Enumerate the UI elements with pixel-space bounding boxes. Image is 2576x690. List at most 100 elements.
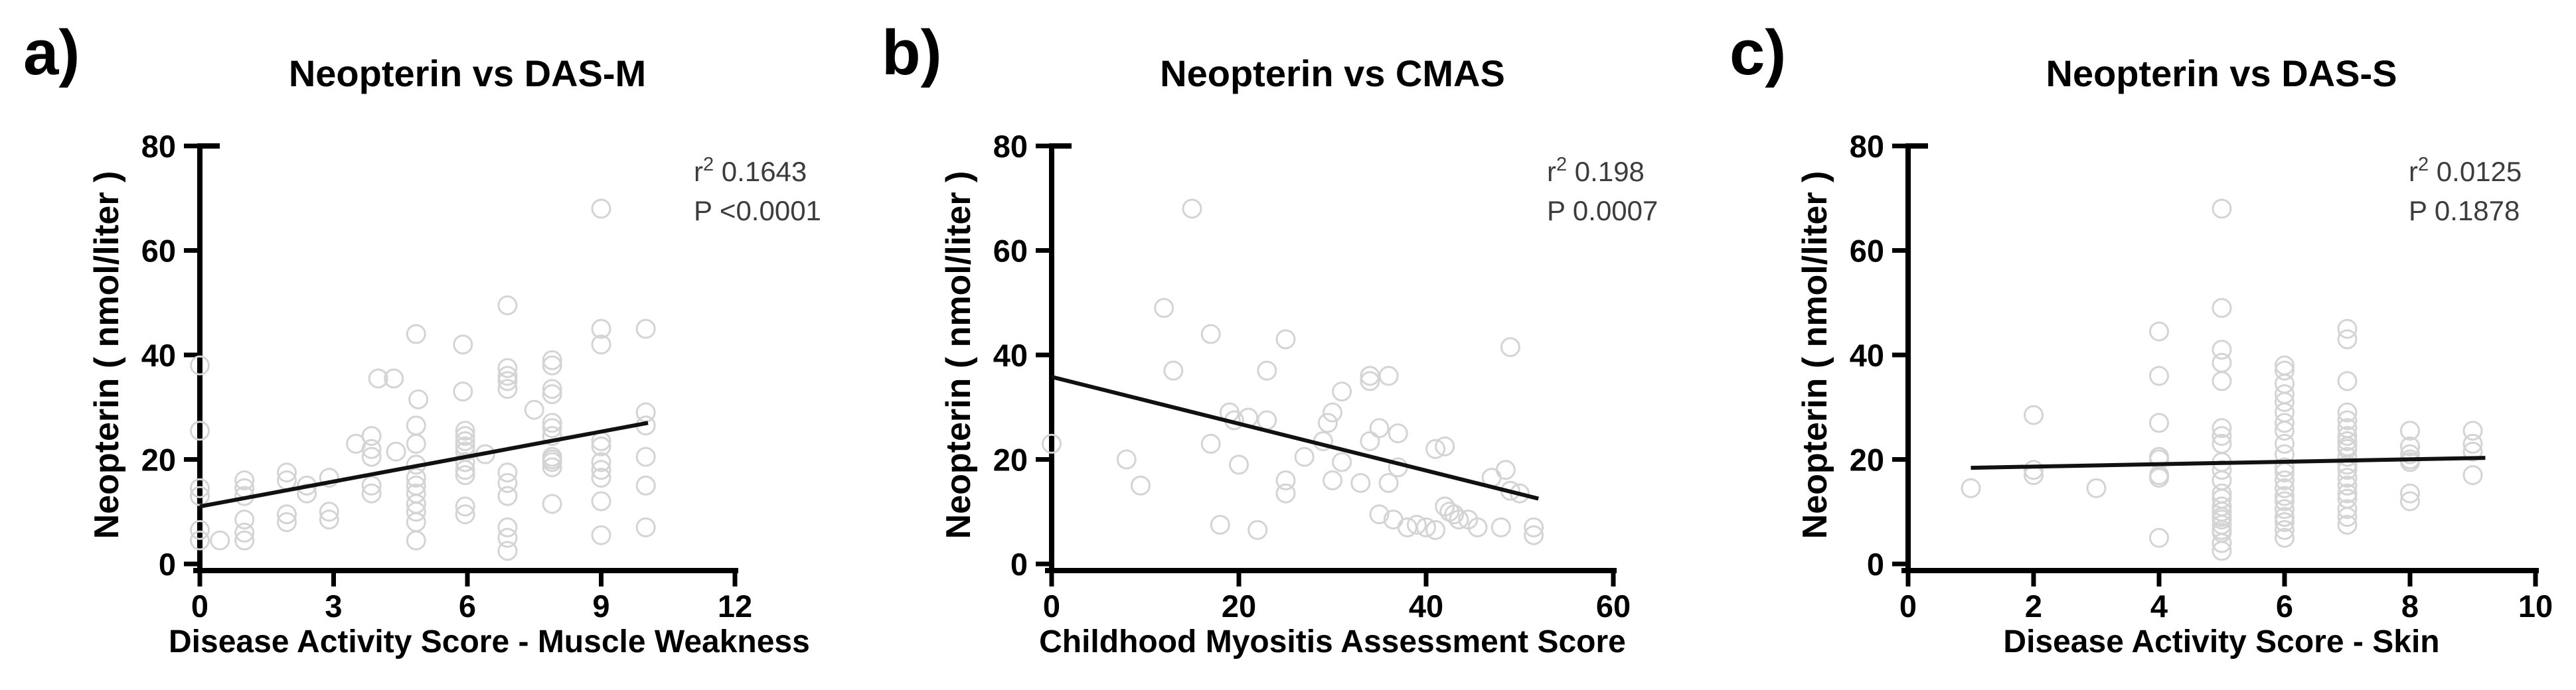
scatter-point bbox=[1360, 371, 1380, 391]
y-tick-label: 40 bbox=[1850, 338, 1884, 373]
scatter-point bbox=[455, 426, 475, 447]
scatter-point bbox=[591, 525, 611, 545]
y-tick-label: 80 bbox=[141, 129, 176, 164]
scatter-point bbox=[497, 358, 518, 378]
scatter-point bbox=[2400, 483, 2420, 504]
scatter-point bbox=[2275, 402, 2294, 423]
y-tick-label: 0 bbox=[1867, 547, 1884, 582]
r-squared-value: 0.198 bbox=[1567, 156, 1645, 187]
scatter-point bbox=[1229, 454, 1249, 475]
scatter-point bbox=[1524, 525, 1544, 545]
panel-a-letter: a) bbox=[23, 17, 80, 88]
scatter-point bbox=[190, 478, 210, 498]
scatter-point bbox=[1467, 517, 1488, 537]
scatter-point bbox=[1490, 517, 1511, 537]
scatter-point bbox=[234, 510, 255, 530]
scatter-point bbox=[2212, 298, 2232, 318]
scatter-point bbox=[1323, 470, 1342, 490]
scatter-point bbox=[1332, 381, 1352, 402]
scatter-point bbox=[2337, 499, 2358, 519]
scatter-point bbox=[2400, 444, 2420, 464]
y-tick-label: 60 bbox=[1850, 234, 1884, 269]
y-tick-label: 60 bbox=[993, 234, 1028, 269]
scatter-point bbox=[2212, 352, 2232, 373]
scatter-point bbox=[455, 431, 475, 451]
scatter-point bbox=[1257, 360, 1277, 381]
scatter-point bbox=[591, 491, 611, 512]
scatter-point bbox=[497, 379, 518, 399]
scatter-point bbox=[2024, 405, 2044, 425]
scatter-point bbox=[635, 475, 656, 496]
scatter-point bbox=[2275, 433, 2294, 454]
scatter-point bbox=[2212, 533, 2232, 553]
scatter-point bbox=[2275, 499, 2294, 519]
scatter-point bbox=[319, 510, 339, 530]
scatter-point bbox=[190, 421, 210, 441]
scatter-point bbox=[1378, 366, 1399, 386]
scatter-point bbox=[542, 350, 562, 370]
scatter-point bbox=[2337, 402, 2358, 423]
scatter-point bbox=[497, 371, 518, 391]
scatter-point bbox=[406, 468, 426, 488]
scatter-point bbox=[2149, 468, 2169, 488]
scatter-point bbox=[2337, 318, 2358, 339]
scatter-point bbox=[2275, 527, 2294, 548]
scatter-point bbox=[368, 368, 388, 389]
scatter-point bbox=[455, 496, 475, 517]
panel-b-letter: b) bbox=[882, 17, 942, 88]
scatter-point bbox=[2275, 519, 2294, 540]
panel-b-plot: 0 20 40 60 80 0 20 40 60 bbox=[993, 129, 1631, 624]
scatter-point bbox=[276, 462, 297, 483]
x-tick-label: 60 bbox=[1596, 588, 1631, 624]
scatter-point bbox=[2149, 321, 2169, 342]
scatter-point bbox=[1495, 460, 1516, 480]
p-value: P 0.1878 bbox=[2409, 195, 2520, 226]
scatter-point bbox=[2337, 439, 2358, 459]
scatter-point bbox=[542, 379, 562, 399]
x-tick-label: 4 bbox=[2150, 588, 2168, 624]
r-squared-value: 0.0125 bbox=[2429, 156, 2522, 187]
y-tick-label: 0 bbox=[159, 547, 176, 582]
scatter-point bbox=[2400, 452, 2420, 472]
x-tick-label: 0 bbox=[1899, 588, 1917, 624]
panel-c-stats: r2 0.0125 P 0.1878 bbox=[2409, 154, 2522, 229]
scatter-point bbox=[455, 452, 475, 472]
scatter-point bbox=[1317, 413, 1338, 433]
scatter-point bbox=[497, 462, 518, 483]
panel-c-x-axis-label: Disease Activity Score - Skin bbox=[2003, 624, 2440, 659]
scatter-point bbox=[406, 512, 426, 532]
scatter-point bbox=[190, 355, 210, 376]
scatter-point bbox=[386, 441, 406, 462]
scatter-point bbox=[1116, 449, 1137, 470]
y-tick-label: 40 bbox=[993, 338, 1028, 373]
x-tick-label: 8 bbox=[2401, 588, 2419, 624]
scatter-point bbox=[2212, 198, 2232, 219]
panel-c-letter: c) bbox=[1730, 17, 1787, 88]
scatter-point bbox=[453, 334, 473, 355]
scatter-point bbox=[497, 295, 518, 316]
x-tick-label: 6 bbox=[459, 588, 476, 624]
scatter-point bbox=[1332, 452, 1352, 472]
panel-c-plot: 0 20 40 60 80 0 2 4 6 8 10 bbox=[1850, 129, 2553, 624]
scatter-point bbox=[2275, 360, 2294, 381]
scatter-point bbox=[635, 318, 656, 339]
scatter-point bbox=[455, 504, 475, 525]
scatter-point bbox=[591, 468, 611, 488]
scatter-point bbox=[1449, 510, 1469, 530]
scatter-point bbox=[455, 421, 475, 441]
scatter-point bbox=[1425, 519, 1446, 540]
p-value: P 0.0007 bbox=[1547, 195, 1658, 226]
y-tick-label: 80 bbox=[1850, 129, 1884, 164]
scatter-point bbox=[1182, 198, 1202, 219]
scatter-point bbox=[2462, 421, 2483, 441]
scatter-point bbox=[2337, 431, 2358, 451]
scatter-point bbox=[497, 366, 518, 386]
scatter-point bbox=[453, 381, 473, 402]
scatter-point bbox=[2212, 460, 2232, 480]
scatter-point bbox=[1524, 517, 1544, 537]
scatter-point bbox=[1378, 472, 1399, 493]
y-tick-label: 20 bbox=[141, 443, 176, 478]
scatter-point bbox=[1275, 470, 1296, 490]
scatter-point bbox=[234, 478, 255, 498]
x-tick-label: 2 bbox=[2025, 588, 2042, 624]
